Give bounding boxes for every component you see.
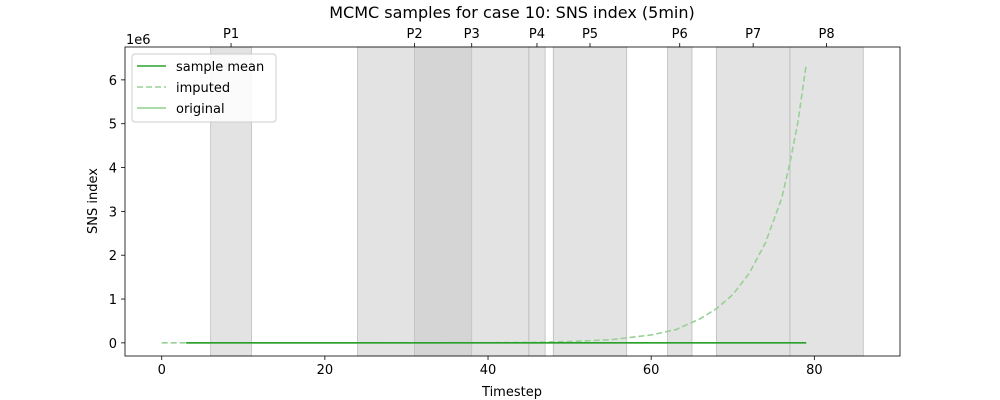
period-label-3: P3 xyxy=(464,27,480,42)
period-band-8 xyxy=(789,46,864,357)
series-lines xyxy=(161,64,807,344)
legend-label-original: original xyxy=(176,102,225,117)
period-band-4 xyxy=(528,46,546,357)
y-tick-label: 1 xyxy=(109,293,117,308)
y-tick-label: 3 xyxy=(109,205,117,220)
x-tick-label: 40 xyxy=(480,363,497,378)
y-offset-label: 1e6 xyxy=(126,33,151,48)
period-band-6 xyxy=(667,46,693,357)
x-tick-label: 0 xyxy=(158,363,166,378)
legend: sample mean imputed original xyxy=(131,53,277,123)
period-band-7 xyxy=(716,46,791,357)
x-tick-label: 60 xyxy=(643,363,660,378)
period-label-2: P2 xyxy=(407,27,423,42)
x-tick-label: 20 xyxy=(317,363,334,378)
legend-box xyxy=(131,53,277,123)
period-label-7: P7 xyxy=(745,27,761,42)
x-tick-label: 80 xyxy=(806,363,823,378)
y-axis: 0 1 2 3 4 5 6 xyxy=(109,74,125,352)
period-band-3 xyxy=(414,46,530,357)
y-axis-label: SNS index xyxy=(86,168,101,234)
period-labels: P1 P2 P3 P4 P5 P6 P7 P8 xyxy=(223,27,835,47)
x-axis: 0 20 40 60 80 xyxy=(158,356,823,378)
legend-label-sample-mean: sample mean xyxy=(176,60,264,75)
period-label-5: P5 xyxy=(582,27,598,42)
period-label-6: P6 xyxy=(672,27,688,42)
y-tick-label: 4 xyxy=(109,162,117,177)
y-tick-label: 5 xyxy=(109,118,117,133)
legend-label-imputed: imputed xyxy=(176,81,230,96)
y-tick-label: 6 xyxy=(109,74,117,89)
y-tick-label: 2 xyxy=(109,249,117,264)
y-tick-label: 0 xyxy=(109,337,117,352)
period-label-8: P8 xyxy=(819,27,835,42)
plot-frame xyxy=(124,46,901,357)
chart-title: MCMC samples for case 10: SNS index (5mi… xyxy=(329,3,694,22)
period-label-1: P1 xyxy=(223,27,239,42)
period-band-5 xyxy=(552,46,628,357)
period-label-4: P4 xyxy=(529,27,545,42)
x-axis-label: Timestep xyxy=(481,385,542,400)
